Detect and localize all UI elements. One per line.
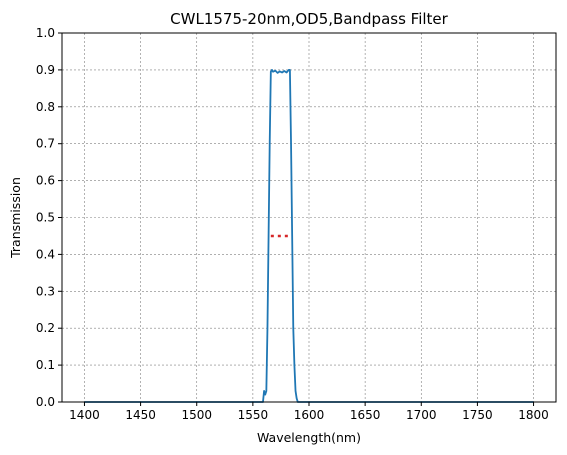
x-tick-label: 1550 [238,408,269,422]
y-tick-label: 0.7 [36,137,55,151]
x-tick-label: 1450 [125,408,156,422]
y-tick-label: 0.1 [36,358,55,372]
y-tick-label: 0.0 [36,395,55,409]
series-layer [84,69,534,403]
x-tick-label: 1500 [181,408,212,422]
series-line [84,69,534,403]
grid-lines [62,32,556,403]
x-tick-label: 1650 [350,408,381,422]
y-axis-label: Transmission [8,177,23,259]
y-tick-label: 0.8 [36,100,55,114]
y-tick-label: 1.0 [36,26,55,40]
y-tick-label: 0.5 [36,211,55,225]
x-tick-label: 1800 [518,408,549,422]
x-tick-label: 1600 [294,408,325,422]
x-axis-ticks: 1400 1450 1500 1550 1600 1650 1700 1750 1800 [69,402,549,422]
y-tick-label: 0.6 [36,174,55,188]
x-tick-label: 1750 [462,408,493,422]
x-tick-label: 1700 [406,408,437,422]
x-axis-label: Wavelength(nm) [257,430,361,445]
y-tick-label: 0.4 [36,247,55,261]
chart-title: CWL1575-20nm,OD5,Bandpass Filter [170,10,448,28]
x-tick-label: 1400 [69,408,100,422]
y-tick-label: 0.2 [36,321,55,335]
y-tick-label: 0.3 [36,284,55,298]
y-tick-label: 0.9 [36,63,55,77]
y-axis-ticks: 0.0 0.1 0.2 0.3 0.4 0.5 0.6 0.7 0.8 0.9 1.0 [36,26,62,409]
